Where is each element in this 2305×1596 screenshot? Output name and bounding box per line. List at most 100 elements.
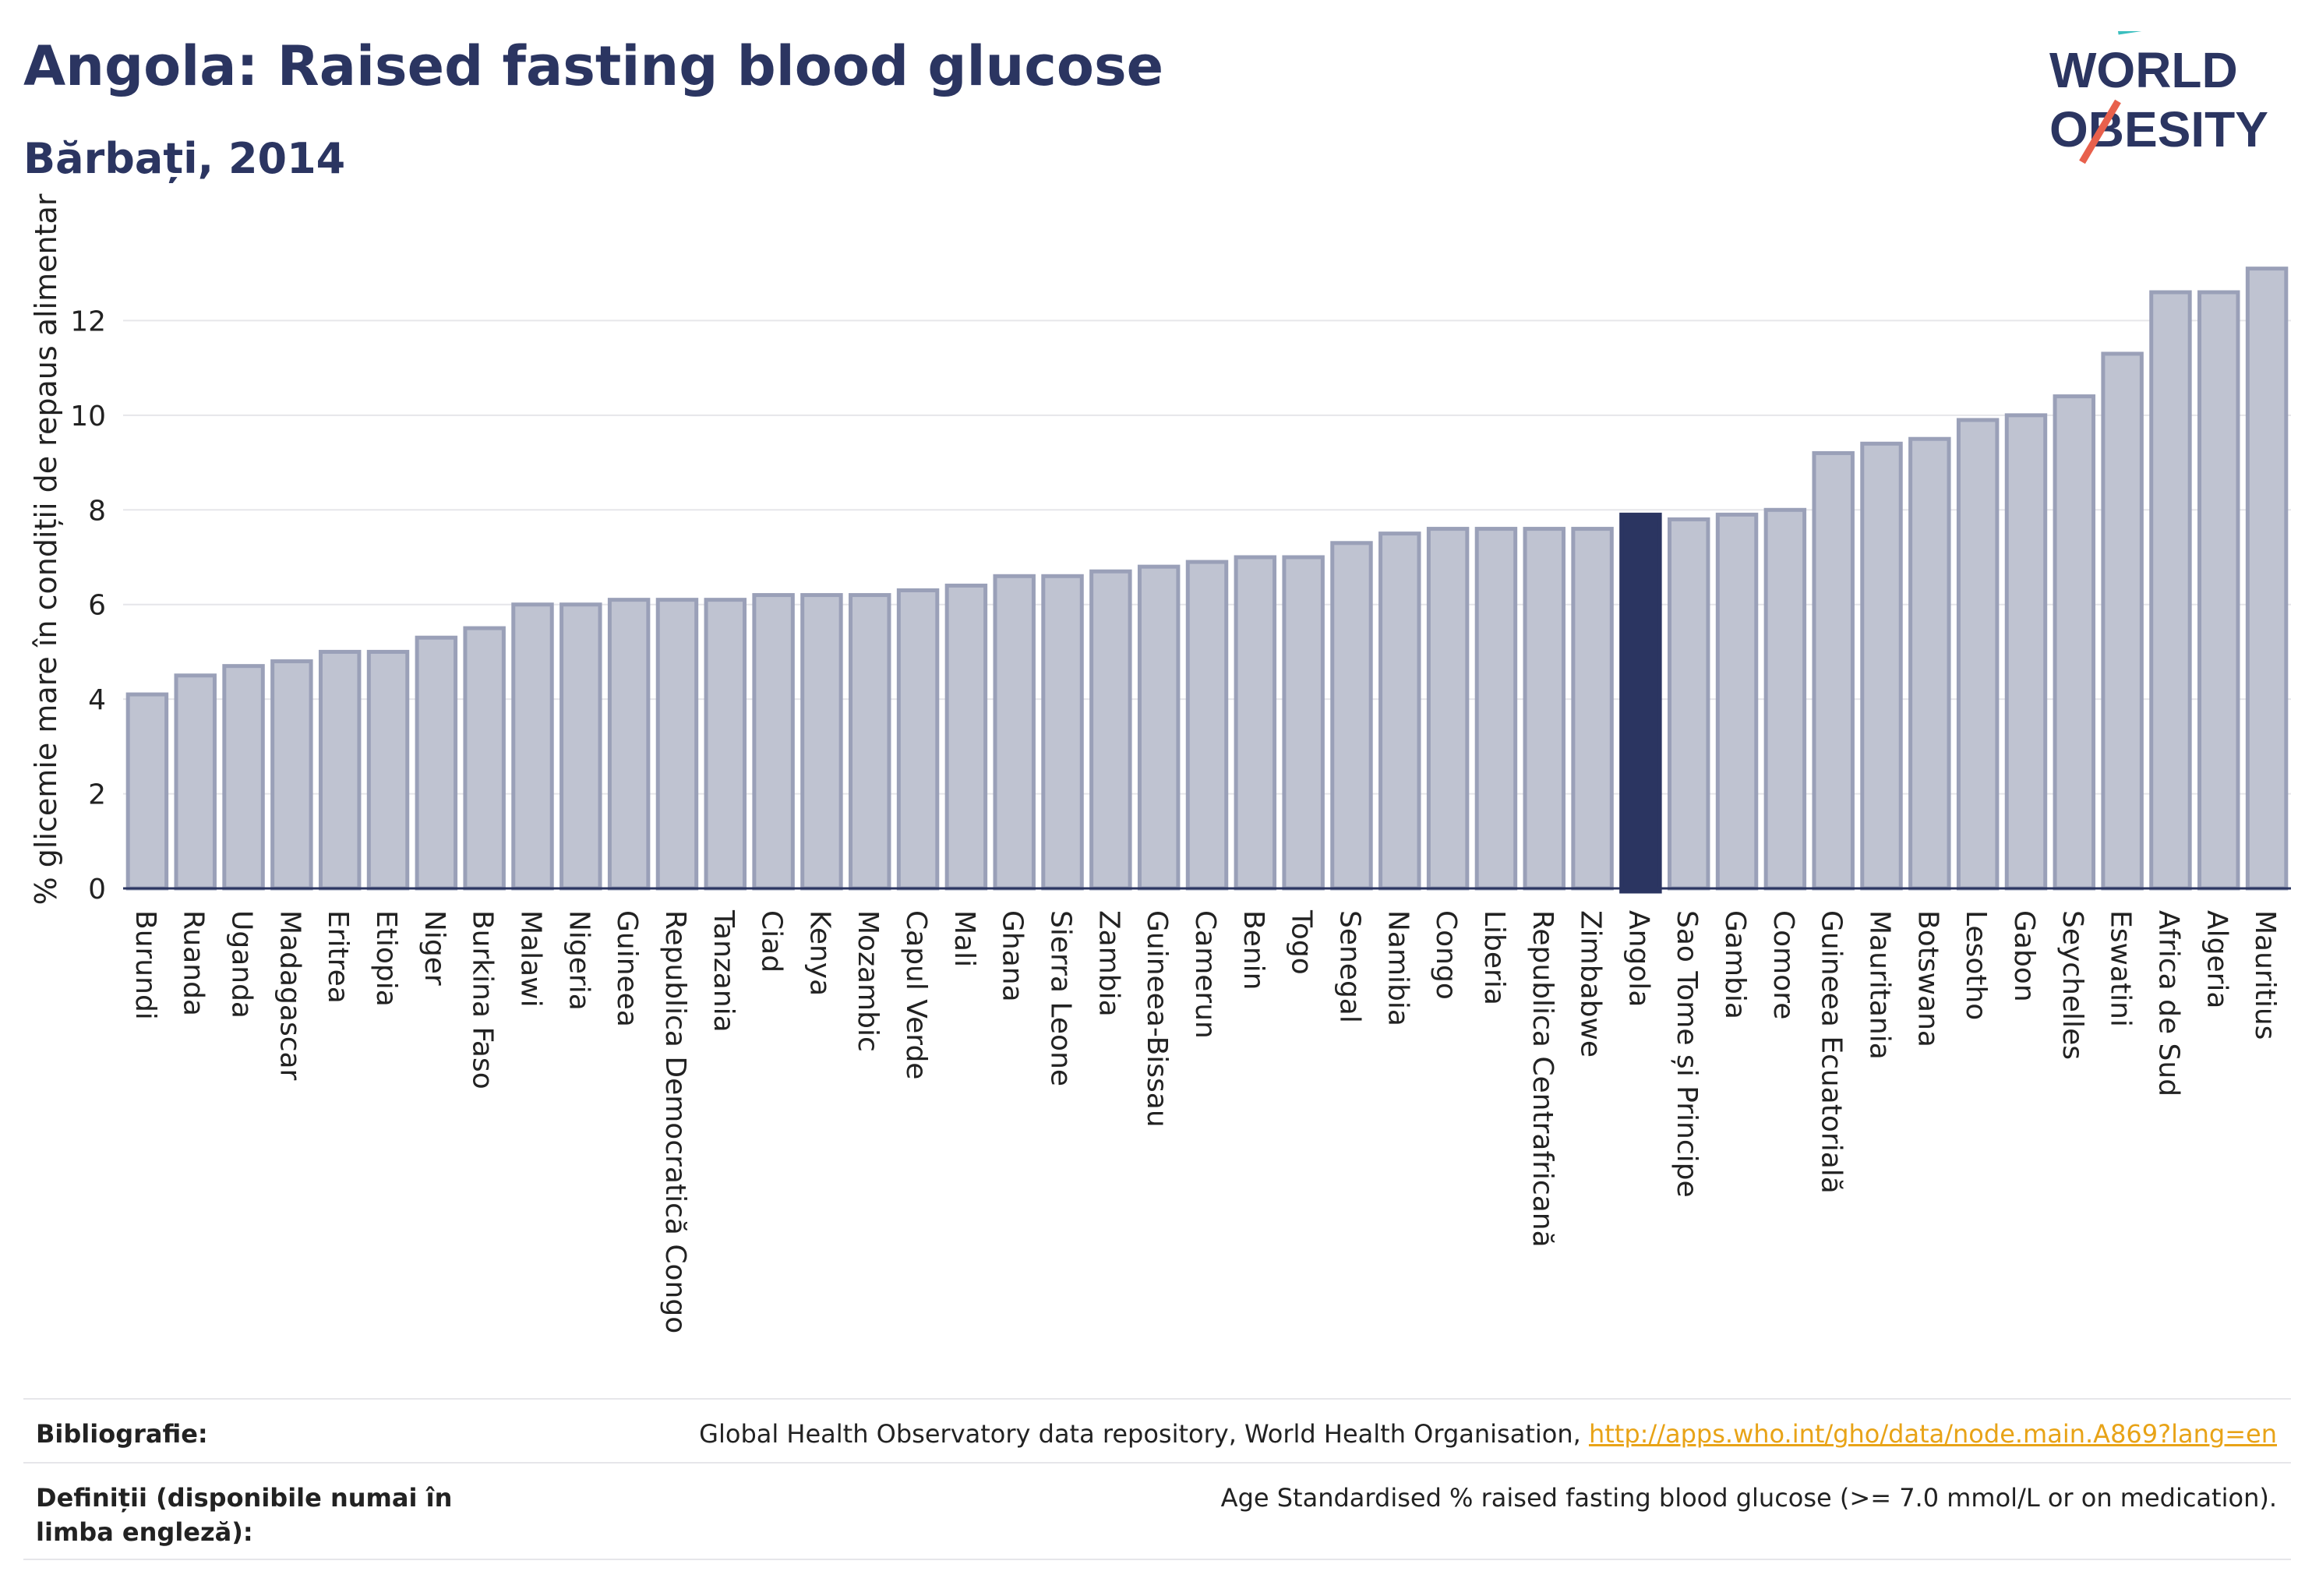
x-tick-label: Kenya (803, 910, 835, 996)
bar (1715, 512, 1759, 891)
bar (415, 635, 458, 891)
bar (655, 598, 699, 891)
bar (2149, 290, 2192, 891)
bar (270, 659, 313, 891)
y-tick-label: 10 (70, 401, 106, 433)
y-tick-labels: 0 2 4 6 8 10 12 (70, 305, 106, 906)
x-tick-label: Comore (1767, 910, 1799, 1019)
y-tick-label: 2 (88, 779, 106, 811)
bar (366, 649, 410, 891)
bar (800, 593, 843, 891)
bar (174, 673, 217, 891)
bar (559, 602, 602, 891)
x-tick-label: Uganda (226, 910, 258, 1019)
x-tick-label: Gabon (2008, 910, 2040, 1002)
y-axis-label: % glicemie mare în condiții de repaus al… (29, 193, 63, 905)
x-tick-label: Gambia (1719, 910, 1751, 1019)
x-tick-label: Republica Centrafricană (1527, 910, 1558, 1248)
bar (1908, 436, 1951, 891)
x-tick-label: Burundi (129, 910, 161, 1020)
x-tick-label: Mali (948, 910, 980, 967)
x-tick-label: Guineea-Bissau (1141, 910, 1173, 1128)
bar (1667, 517, 1710, 891)
bar (1041, 574, 1084, 891)
x-tick-label: Benin (1237, 910, 1269, 990)
footer-divider-top (23, 1398, 2291, 1400)
bar (2197, 290, 2240, 891)
bibliography-link[interactable]: http://apps.who.int/gho/data/node.main.A… (1588, 1419, 2277, 1449)
bar (1474, 527, 1518, 891)
page-title: Angola: Raised fasting blood glucose (23, 34, 1164, 98)
bar (1378, 531, 1421, 891)
bar (752, 593, 795, 891)
y-tick-label: 6 (88, 590, 106, 622)
x-tick-label: Ruanda (178, 910, 210, 1016)
bar (1763, 507, 1807, 891)
bar (1137, 564, 1181, 891)
bar (1860, 441, 1903, 891)
x-tick-label: Namibia (1382, 910, 1414, 1026)
bar (2004, 413, 2048, 891)
y-tick-label: 8 (88, 495, 106, 527)
bar (607, 598, 651, 891)
footer-divider-middle (23, 1462, 2291, 1464)
x-tick-label: Africa de Sud (2152, 910, 2184, 1096)
x-tick-label: Guineea (611, 910, 643, 1027)
x-tick-label: Angola (1622, 910, 1654, 1007)
x-tick-label: Botswana (1911, 910, 1943, 1047)
bar (704, 598, 747, 891)
bar (463, 626, 506, 891)
y-tick-label: 12 (70, 305, 106, 337)
x-tick-label: Burkina Faso (467, 910, 499, 1089)
x-tick-label: Zimbabwe (1575, 910, 1607, 1058)
x-tick-label: Camerun (1189, 910, 1221, 1039)
bar (1185, 560, 1229, 891)
x-tick-label: Sierra Leone (1045, 910, 1077, 1086)
x-tick-label: Seychelles (2056, 910, 2088, 1060)
x-tick-label: Mozambic (852, 910, 884, 1052)
x-tick-label: Ciad (756, 910, 788, 973)
x-tick-label: Eritrea (322, 910, 354, 1004)
bar (222, 664, 265, 891)
x-tick-labels: Burundi Ruanda Uganda Madagascar Eritrea Etio… (129, 909, 2281, 1333)
bar (1812, 450, 1855, 891)
x-tick-label: Zambia (1092, 910, 1124, 1017)
x-tick-label: Nigeria (563, 910, 595, 1011)
bar-chart: 0 2 4 6 8 10 12 Burundi Ruanda Uganda Madagascar E… (29, 193, 2291, 1333)
x-tick-label: Republica Democratică Congo (659, 910, 691, 1333)
bar (993, 574, 1036, 891)
bars (123, 267, 2291, 894)
bibliography-label: Bibliografie: (36, 1419, 208, 1449)
bar (1956, 418, 2000, 891)
logo-line1: WORLD (2049, 42, 2238, 98)
x-tick-label: Congo (1430, 910, 1462, 1000)
x-tick-label: Lesotho (1960, 910, 1992, 1020)
x-tick-label: Etiopia (370, 910, 402, 1007)
bar (1234, 555, 1277, 891)
bar (511, 602, 554, 891)
x-tick-label: Mauritius (2249, 910, 2281, 1040)
x-tick-label: Liberia (1478, 910, 1510, 1005)
bar (1282, 555, 1325, 891)
x-tick-label: Algeria (2201, 910, 2233, 1009)
x-tick-label: Capul Verde (900, 910, 932, 1079)
page-subtitle: Bărbați, 2014 (23, 134, 346, 183)
footer-divider-bottom (23, 1559, 2291, 1560)
x-tick-label: Madagascar (274, 910, 305, 1081)
x-tick-label: Ghana (997, 910, 1029, 1002)
bar (2101, 351, 2144, 891)
bar (1089, 569, 1132, 891)
x-tick-label: Malawi (514, 910, 546, 1008)
world-obesity-logo: WORLD OBESITY (2049, 31, 2268, 164)
logo-line2: OBESITY (2049, 101, 2268, 157)
bibliography-text: Global Health Observatory data repositor… (699, 1419, 1589, 1449)
bar (944, 583, 988, 891)
bar (2053, 394, 2096, 891)
bar (896, 588, 940, 891)
bar-highlight (1619, 512, 1662, 894)
bar (2245, 267, 2289, 891)
y-tick-label: 0 (88, 874, 106, 906)
bar (1571, 527, 1614, 891)
bar (318, 649, 362, 891)
bar (1426, 527, 1470, 891)
